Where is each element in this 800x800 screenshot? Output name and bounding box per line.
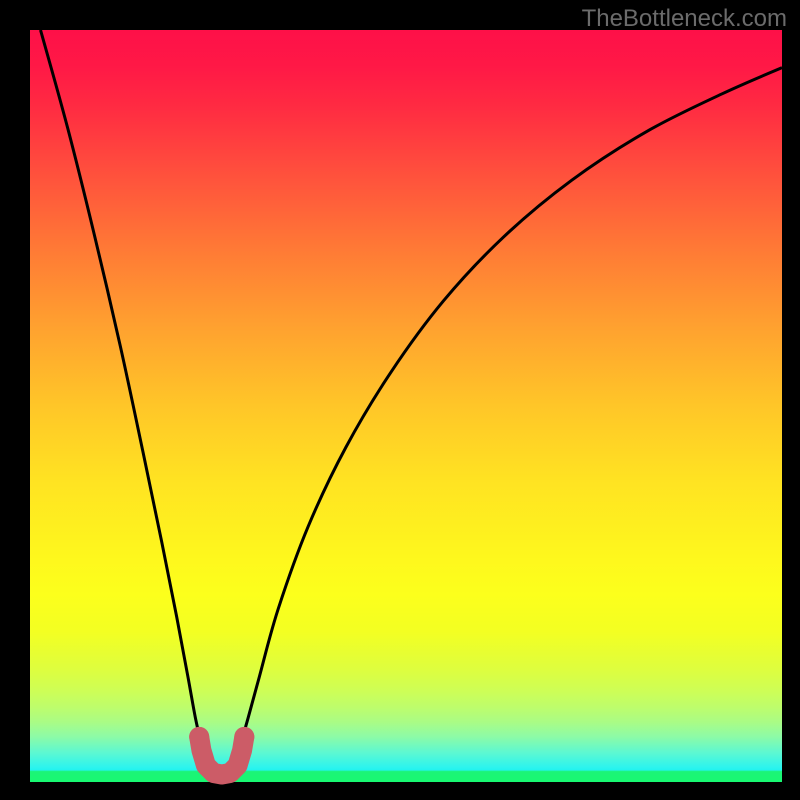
plot-background xyxy=(30,30,782,782)
bottleneck-chart-svg xyxy=(0,0,800,800)
watermark-text: TheBottleneck.com xyxy=(582,5,787,33)
valley-u-marker-endcap xyxy=(189,727,209,747)
chart-container: { "canvas_px": { "width": 800, "height":… xyxy=(0,0,800,800)
valley-u-marker-endcap xyxy=(234,727,254,747)
